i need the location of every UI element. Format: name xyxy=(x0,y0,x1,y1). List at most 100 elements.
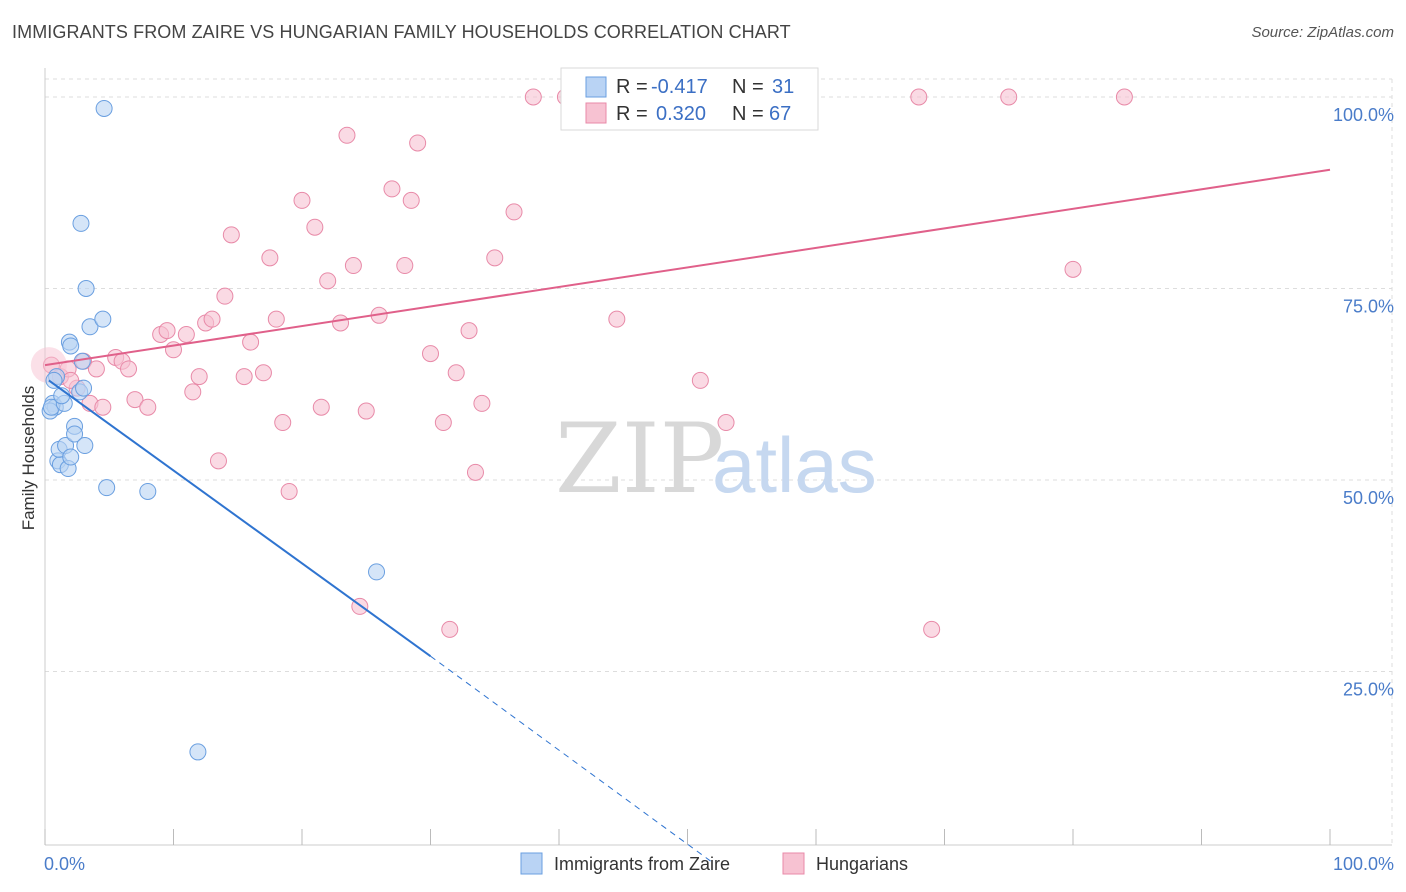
bottom-legend-label-hungarians: Hungarians xyxy=(816,854,908,874)
hungarians-point-30 xyxy=(280,482,298,500)
hungarians-point-34 xyxy=(319,272,337,290)
hungarians-point-22 xyxy=(216,287,234,305)
hungarians-point-41 xyxy=(383,180,401,198)
hungarians-point-27 xyxy=(261,249,279,267)
hungarians-point-10 xyxy=(120,360,138,378)
hungarians-point-60 xyxy=(717,414,735,432)
zaire-point-20 xyxy=(72,214,90,232)
hungarians-point-21 xyxy=(209,452,227,470)
hungarians-point-53 xyxy=(505,203,523,221)
legend-n-label-pink: N = xyxy=(732,103,764,125)
hungarians-point-18 xyxy=(190,368,208,386)
hungarians-point-49 xyxy=(460,322,478,340)
zaire-point-27 xyxy=(189,743,207,761)
zaire-point-19 xyxy=(76,437,94,455)
zaire-trend-line xyxy=(48,379,432,657)
hungarians-point-44 xyxy=(409,134,427,152)
hungarians-point-16 xyxy=(177,325,195,343)
bottom-legend-swatch-pink xyxy=(782,852,805,875)
hungarians-point-36 xyxy=(338,126,356,144)
hungarians-point-26 xyxy=(254,364,272,382)
hungarians-point-43 xyxy=(402,191,420,209)
hungarians-point-65 xyxy=(1115,88,1133,106)
watermark-atlas: atlas xyxy=(712,421,877,509)
x-tick-label-0: 0.0% xyxy=(44,854,85,874)
hungarians-point-50 xyxy=(466,463,484,481)
zaire-point-25 xyxy=(98,479,116,497)
x-tick-label-1: 100.0% xyxy=(1333,854,1394,874)
hungarians-point-46 xyxy=(434,414,452,432)
y-tick-label-2: 75.0% xyxy=(1343,297,1394,317)
zaire-trend-line-extension xyxy=(430,655,714,864)
series-zaire-points xyxy=(41,99,386,761)
y-tick-label-3: 100.0% xyxy=(1333,105,1394,125)
zaire-point-22 xyxy=(81,318,99,336)
hungarians-point-51 xyxy=(473,394,491,412)
y-tick-label-0: 25.0% xyxy=(1343,680,1394,700)
chart-title: IMMIGRANTS FROM ZAIRE VS HUNGARIAN FAMIL… xyxy=(12,22,791,42)
hungarians-point-28 xyxy=(267,310,285,328)
hungarians-point-17 xyxy=(184,383,202,401)
zaire-point-29 xyxy=(45,371,63,389)
hungarians-point-37 xyxy=(344,257,362,275)
zaire-point-24 xyxy=(95,99,113,117)
hungarians-point-31 xyxy=(293,191,311,209)
legend-r-label-blue: R = xyxy=(616,76,648,98)
hungarians-point-7 xyxy=(94,398,112,416)
hungarians-point-35 xyxy=(332,314,350,332)
hungarians-point-25 xyxy=(242,333,260,351)
hungarians-point-14 xyxy=(158,322,176,340)
legend-n-label-blue: N = xyxy=(732,76,764,98)
zaire-point-23 xyxy=(94,310,112,328)
hungarians-point-47 xyxy=(441,620,459,638)
hungarians-point-42 xyxy=(396,257,414,275)
chart-source: Source: ZipAtlas.com xyxy=(1251,24,1394,41)
series-hungarians-points xyxy=(30,88,1133,638)
bottom-legend-label-zaire: Immigrants from Zaire xyxy=(554,854,730,874)
hungarians-point-64 xyxy=(1064,260,1082,278)
legend: R = -0.417 N = 31 R = 0.320 N = 67 xyxy=(560,67,819,131)
zaire-point-17 xyxy=(75,379,93,397)
y-axis-label: Family Households xyxy=(19,386,38,531)
watermark-zip: ZIP xyxy=(555,403,724,515)
hungarians-trend-line xyxy=(44,168,1331,367)
hungarians-point-33 xyxy=(312,398,330,416)
hungarians-point-23 xyxy=(222,226,240,244)
hungarians-point-45 xyxy=(422,345,439,363)
hungarians-point-24 xyxy=(235,368,253,386)
hungarians-point-12 xyxy=(139,398,157,416)
hungarians-point-52 xyxy=(486,249,504,267)
legend-r-value-blue: -0.417 xyxy=(651,76,708,98)
hungarians-point-54 xyxy=(524,88,542,106)
legend-swatch-blue xyxy=(585,76,607,98)
hungarians-point-63 xyxy=(1000,88,1018,106)
hungarians-point-32 xyxy=(306,218,324,236)
tick-labels: 25.0% 50.0% 75.0% 100.0% 0.0% 100.0% xyxy=(44,105,1394,874)
legend-n-value-blue: 31 xyxy=(772,76,794,98)
zaire-point-26 xyxy=(139,482,157,500)
hungarians-point-20 xyxy=(203,310,221,328)
hungarians-point-62 xyxy=(923,620,941,638)
trend-lines xyxy=(44,168,1331,864)
hungarians-point-6 xyxy=(87,360,105,378)
y-tick-label-1: 50.0% xyxy=(1343,488,1394,508)
zaire-point-10 xyxy=(62,448,80,466)
watermark: ZIP atlas xyxy=(555,403,877,515)
hungarians-point-29 xyxy=(274,414,292,432)
zaire-point-15 xyxy=(66,425,84,443)
zaire-point-28 xyxy=(368,563,386,581)
zaire-point-21 xyxy=(77,280,95,297)
hungarians-point-58 xyxy=(608,310,626,328)
hungarians-point-11 xyxy=(126,391,144,409)
hungarians-point-59 xyxy=(691,371,709,389)
legend-r-label-pink: R = xyxy=(616,103,648,125)
legend-swatch-pink xyxy=(585,102,607,124)
hungarians-point-61 xyxy=(910,88,928,106)
zaire-point-13 xyxy=(62,337,80,355)
hungarians-point-39 xyxy=(357,402,375,420)
legend-n-value-pink: 67 xyxy=(769,103,791,125)
hungarians-point-48 xyxy=(447,364,465,382)
axes xyxy=(44,68,1392,846)
legend-r-value-pink: 0.320 xyxy=(656,103,706,125)
